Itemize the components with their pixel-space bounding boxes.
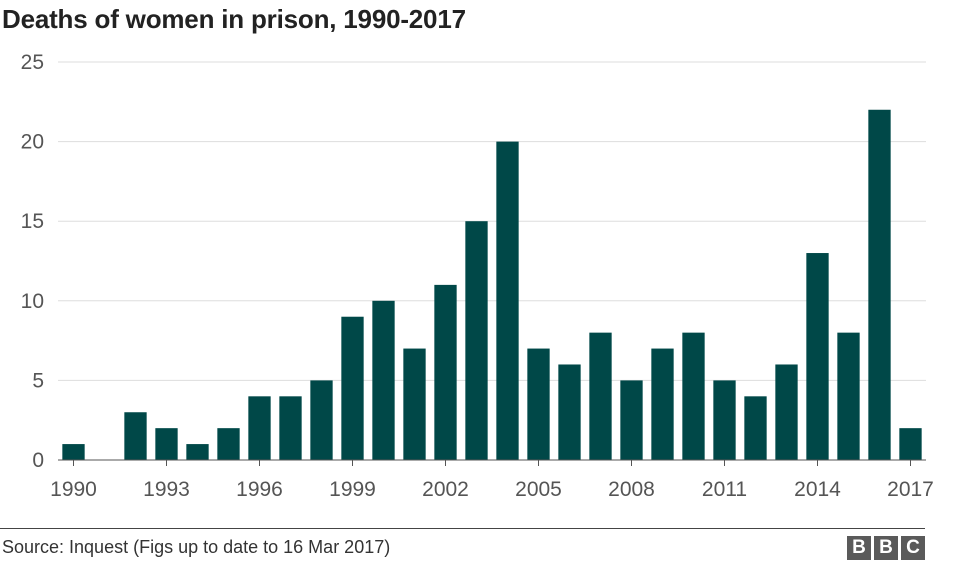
x-tick-label: 2002	[422, 478, 469, 501]
bar-2016	[868, 109, 891, 460]
footer-divider	[0, 528, 925, 529]
bar-2000	[372, 300, 395, 460]
chart-title: Deaths of women in prison, 1990-2017	[2, 4, 466, 34]
x-tick-label: 2011	[702, 478, 747, 501]
y-tick-label: 15	[21, 210, 44, 233]
bar-1993	[155, 428, 178, 460]
x-tick-label: 2008	[608, 478, 655, 501]
bar-2014	[806, 253, 829, 460]
bar-1998	[310, 380, 333, 460]
bar-2010	[682, 332, 705, 460]
bar-2012	[744, 396, 767, 460]
bar-2003	[465, 221, 488, 460]
bar-1996	[248, 396, 271, 460]
bar-2001	[403, 348, 426, 460]
bar-2015	[837, 332, 860, 460]
bar-1995	[217, 428, 240, 460]
bar-2004	[496, 141, 519, 460]
bar-1997	[279, 396, 302, 460]
bar-1994	[186, 444, 209, 460]
bar-2002	[434, 284, 457, 460]
bar-2011	[713, 380, 736, 460]
bar-1992	[124, 412, 147, 460]
bar-2013	[775, 364, 798, 460]
logo-letter: B	[847, 536, 871, 560]
y-axis-ticks: 0 5 10 15 20 25	[21, 51, 44, 472]
x-tick-label: 2005	[515, 478, 562, 501]
y-tick-label: 20	[21, 131, 44, 154]
gridlines	[58, 61, 926, 381]
source-note: Source: Inquest (Figs up to date to 16 M…	[2, 537, 391, 557]
bar-chart: 0 5 10 15 20 25 1990 1993 1996 1999 2002 2005 2008 2…	[21, 51, 934, 501]
x-axis-ticks: 1990 1993 1996 1999 2002 2005 2008 2011 2014 2017	[50, 460, 934, 501]
bar-2017	[899, 428, 922, 460]
bar-2008	[620, 380, 643, 460]
logo-letter: B	[874, 536, 898, 560]
x-tick-label: 1999	[329, 478, 376, 501]
y-tick-label: 10	[21, 290, 44, 313]
y-tick-label: 25	[21, 51, 44, 74]
bar-2006	[558, 364, 581, 460]
x-tick-label: 2017	[887, 478, 934, 501]
bar-2005	[527, 348, 550, 460]
bar-1999	[341, 316, 364, 460]
x-tick-label: 1996	[236, 478, 283, 501]
x-tick-label: 2014	[794, 478, 841, 501]
bar-2007	[589, 332, 612, 460]
bar-2009	[651, 348, 674, 460]
bar-1990	[62, 444, 85, 460]
bars	[62, 109, 922, 460]
y-tick-label: 5	[32, 369, 44, 392]
x-tick-label: 1993	[143, 478, 190, 501]
x-tick-label: 1990	[50, 478, 97, 501]
y-tick-label: 0	[32, 449, 44, 472]
bbc-logo: B B C	[847, 536, 925, 560]
logo-letter: C	[901, 536, 925, 560]
